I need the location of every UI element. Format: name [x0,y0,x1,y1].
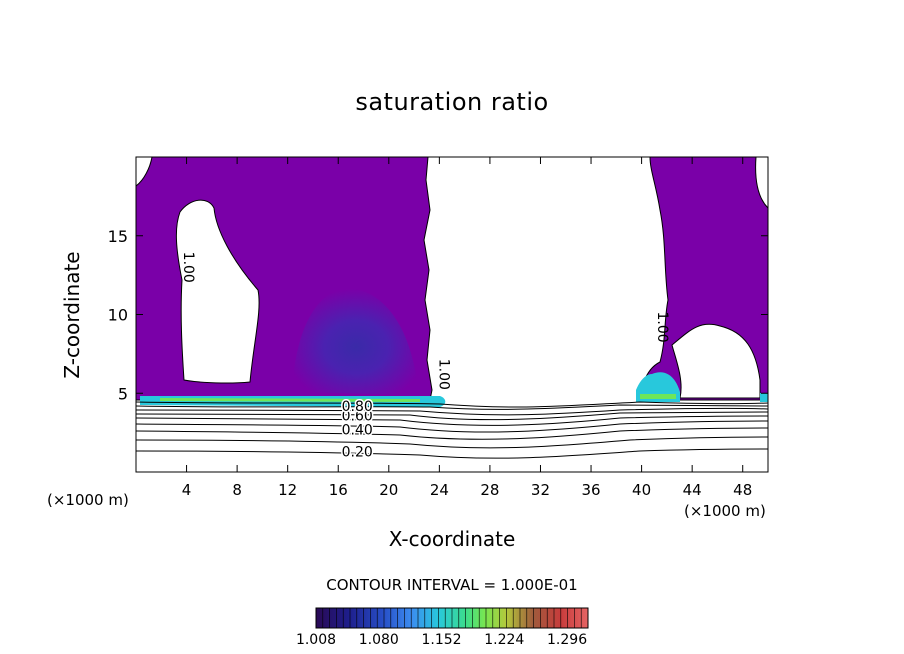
x-tick-label: 48 [733,481,752,499]
contour-label-layer: 0.20 0.400.600.80 1.00 1.00 1.00 [180,252,670,462]
subsaturated-pocket-left [175,199,260,384]
colorbar-tick-label: 1.296 [547,632,588,648]
colorbar-tick-label: 1.224 [484,632,525,648]
subsaturated-pocket-right [671,323,761,399]
y-tick-label: 5 [118,384,128,403]
contour-label: 1.00 [435,359,451,390]
contour-label: 0.80 [342,399,373,415]
x-tick-label: 16 [329,481,348,499]
x-tick-label: 4 [182,481,192,499]
contour-label: 0.60 [342,408,373,424]
chart-title: saturation ratio [355,88,549,116]
cloud-base-edge [760,393,768,402]
colorbar-tick-label: 1.008 [295,632,337,648]
colorbar-tick-label: 1.152 [421,632,462,648]
cloud-base-core [160,398,420,402]
updraft-core [292,288,420,395]
y-axis-label: Z-coordinate [60,251,84,379]
contour-interval-text: CONTOUR INTERVAL = 1.000E-01 [326,576,578,594]
saturation-field [136,157,768,459]
x-tick-label: 44 [683,481,702,499]
x-unit-label-right: (×1000 m) [684,502,766,520]
x-tick-label: 36 [581,481,600,499]
contour-label: 1.00 [180,252,196,283]
contour-label: 0.40 [342,422,373,438]
contour-lines [136,401,768,459]
y-axis: 5 10 15 [108,227,768,403]
colorbar-tick-label: 1.080 [358,632,399,648]
cloud-base-right-core [640,394,676,399]
x-tick-label: 24 [430,481,449,499]
contour-label: 0.20 [342,445,373,461]
x-tick-label: 20 [379,481,398,499]
x-axis: 4 8 12 16 20 24 28 32 36 40 44 48 [182,157,752,499]
x-tick-label: 28 [480,481,499,499]
contour-label: 1.00 [654,312,670,343]
x-unit-label-left: (×1000 m) [47,491,129,509]
subsaturated-edge-right [755,157,768,209]
colorbar [315,607,589,629]
y-tick-label: 10 [108,306,128,325]
x-tick-label: 8 [232,481,242,499]
x-tick-label: 32 [531,481,550,499]
y-tick-label: 15 [108,227,128,246]
colorbar-dividers [322,608,582,628]
x-tick-label: 12 [278,481,297,499]
x-axis-label: X-coordinate [388,527,516,551]
colorbar-labels: 1.008 1.080 1.152 1.224 1.296 [296,632,600,652]
x-tick-label: 40 [632,481,651,499]
